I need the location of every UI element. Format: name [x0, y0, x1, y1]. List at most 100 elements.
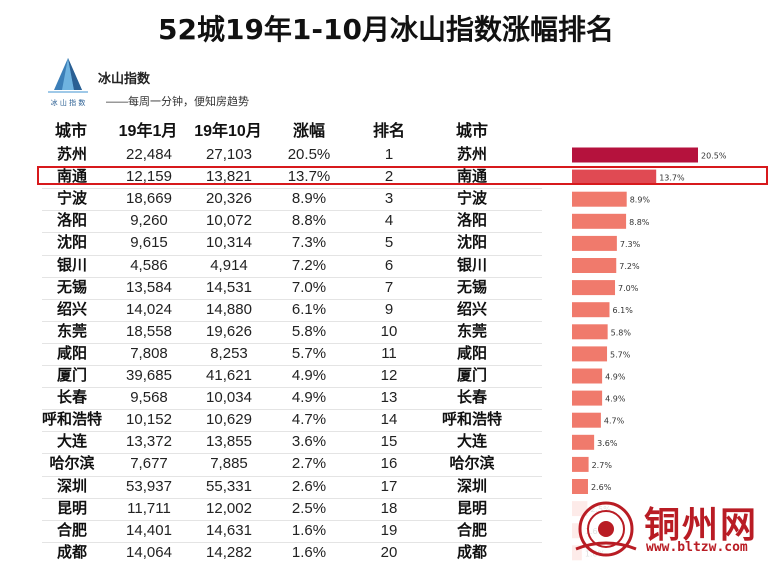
cell-city-2: 南通	[456, 168, 487, 186]
cell-oct: 14,531	[206, 278, 252, 296]
bar-label: 4.9%	[605, 395, 626, 404]
cell-city: 厦门	[56, 367, 87, 384]
cell-city-2: 绍兴	[456, 300, 487, 318]
cell-rank: 19	[380, 521, 398, 539]
cell-oct: 12,002	[206, 499, 252, 517]
cell-jan: 11,711	[127, 499, 171, 517]
header-rank: 排名	[372, 123, 405, 140]
watermark-url: www.bltzw.com	[646, 540, 748, 555]
cell-rank: 5	[384, 234, 394, 252]
cell-city: 沈阳	[56, 234, 87, 252]
cell-city: 昆明	[56, 499, 87, 517]
table-row: 无锡 13,584 14,531 7.0% 7 无锡	[42, 277, 772, 299]
cell-oct: 13,855	[206, 433, 252, 451]
cell-city: 宁波	[56, 190, 87, 208]
cell-jan: 4,586	[130, 256, 168, 274]
cell-jan: 14,064	[126, 543, 172, 561]
row-divider	[42, 188, 542, 190]
cell-change: 2.7%	[291, 455, 327, 473]
cell-change: 2.6%	[291, 477, 327, 495]
brand-name: 冰山指数	[98, 71, 151, 86]
bar-大连	[572, 434, 595, 450]
cell-jan: 9,568	[130, 389, 168, 407]
header-oct: 19年10月	[194, 123, 262, 140]
table-row: 苏州 22,484 27,103 20.5% 1 苏州	[42, 144, 772, 166]
cell-jan: 9,615	[130, 234, 168, 252]
bar-沈阳	[572, 235, 617, 251]
header-jan: 19年1月	[118, 123, 178, 140]
table-row: 哈尔滨 7,677 7,885 2.7% 16 哈尔滨	[42, 453, 772, 475]
cell-city-2: 深圳	[456, 477, 487, 495]
cell-jan: 18,558	[126, 322, 172, 340]
cell-city: 合肥	[56, 521, 87, 539]
cell-change: 7.0%	[291, 278, 327, 296]
cell-jan: 14,401	[126, 521, 172, 539]
bar-label: 6.1%	[612, 306, 633, 315]
table-row: 洛阳 9,260 10,072 8.8% 4 洛阳	[42, 210, 772, 232]
cell-city-2: 呼和浩特	[441, 411, 502, 429]
bar-label: 4.7%	[604, 417, 625, 426]
cell-city: 呼和浩特	[42, 411, 103, 429]
cell-city: 洛阳	[56, 212, 87, 230]
cell-change: 5.8%	[291, 322, 327, 340]
table-row: 厦门 39,685 41,621 4.9% 12 厦门	[42, 365, 772, 387]
cell-city: 咸阳	[56, 344, 87, 362]
brand-slogan: ——每周一分钟，便知房趋势	[106, 96, 249, 108]
row-divider	[42, 342, 542, 344]
bar-长春	[572, 390, 603, 406]
cell-city-2: 长春	[456, 389, 487, 407]
highlight-row-box	[37, 166, 768, 185]
cell-jan: 53,937	[126, 477, 172, 495]
bar-咸阳	[572, 346, 608, 362]
cell-change: 4.9%	[291, 389, 327, 407]
cell-city: 无锡	[56, 278, 87, 296]
row-divider	[42, 475, 542, 477]
bar-label: 8.8%	[629, 218, 650, 227]
bar-洛阳	[572, 213, 627, 229]
bar-南通	[572, 169, 657, 185]
table-row: 南通 12,159 13,821 13.7% 2 南通	[42, 166, 772, 188]
cell-change: 7.3%	[291, 234, 327, 252]
cell-oct: 14,631	[206, 521, 252, 539]
cell-rank: 2	[384, 168, 394, 186]
table-row: 大连 13,372 13,855 3.6% 15 大连	[42, 431, 772, 453]
table-row: 长春 9,568 10,034 4.9% 13 长春	[42, 387, 772, 409]
cell-oct: 4,914	[210, 256, 248, 274]
bar-label: 2.6%	[591, 483, 612, 492]
cell-oct: 14,282	[206, 543, 252, 561]
table-row: 呼和浩特 10,152 10,629 4.7% 14 呼和浩特	[42, 409, 772, 431]
cell-change: 5.7%	[291, 344, 327, 362]
logo-text: 冰 山 指 数	[51, 98, 86, 107]
cell-oct: 10,314	[206, 234, 252, 252]
table-row: 昆明 11,711 12,002 2.5% 18 昆明	[42, 498, 772, 520]
bar-label: 8.9%	[630, 196, 651, 205]
bar-label: 4.9%	[605, 373, 626, 382]
cell-jan: 7,677	[130, 455, 168, 473]
cell-change: 1.6%	[291, 521, 327, 539]
table-row: 咸阳 7,808 8,253 5.7% 11 咸阳	[42, 343, 772, 365]
cell-rank: 1	[384, 146, 394, 163]
cell-jan: 7,808	[130, 344, 168, 362]
bar-label: 5.8%	[611, 328, 632, 337]
cell-rank: 6	[384, 256, 394, 274]
cell-rank: 7	[384, 278, 394, 296]
cell-change: 4.7%	[291, 411, 327, 429]
cell-oct: 55,331	[206, 477, 252, 495]
cell-city: 哈尔滨	[49, 455, 95, 473]
cell-jan: 14,024	[126, 300, 172, 318]
bar-无锡	[572, 280, 616, 296]
seal-logo-icon	[566, 497, 772, 563]
bar-label: 7.0%	[618, 284, 639, 293]
cell-city-2: 洛阳	[456, 212, 487, 230]
cell-jan: 13,372	[126, 433, 172, 451]
cell-rank: 12	[380, 367, 398, 384]
bar-深圳	[572, 479, 588, 494]
cell-oct: 7,885	[210, 455, 248, 473]
cell-city-2: 无锡	[456, 278, 487, 296]
bar-label: 7.2%	[619, 262, 640, 271]
row-divider	[42, 387, 542, 389]
watermark-name: 铜州网	[644, 504, 759, 546]
cell-rank: 16	[380, 455, 398, 473]
row-divider	[42, 453, 542, 455]
